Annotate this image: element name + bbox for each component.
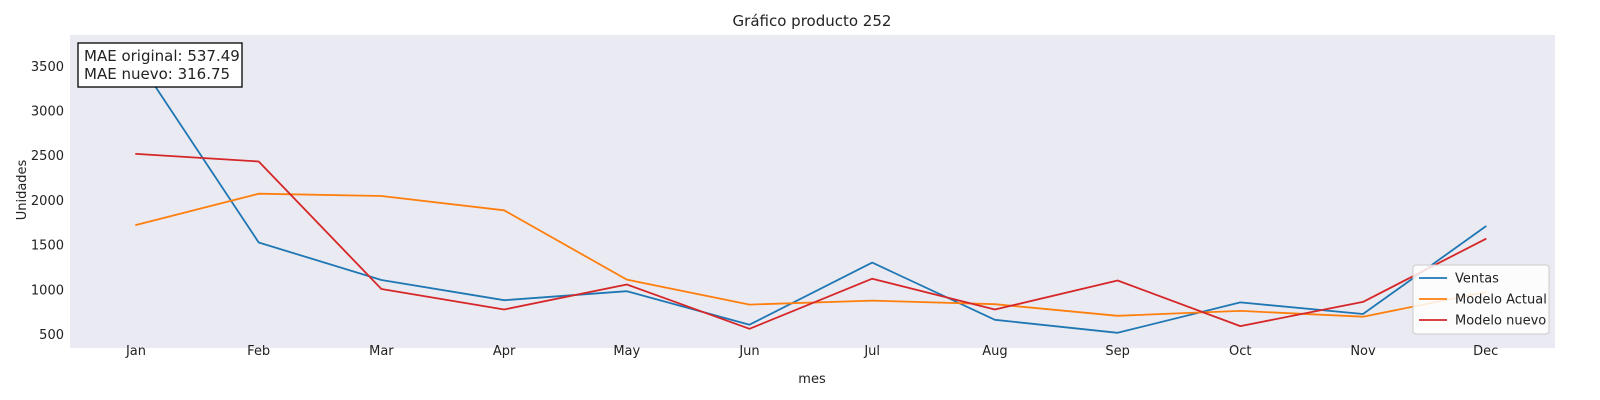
annotation-box [77,42,243,88]
annotation-line-original: MAE original: 537.49 [84,47,240,65]
chart-title: Gráfico producto 252 [733,12,892,30]
x-tick-label: May [613,344,640,359]
annotation-line-nuevo: MAE nuevo: 316.75 [84,65,230,83]
y-axis: 500 1000 1500 2000 2500 3000 3500 [31,60,64,343]
y-tick-label: 500 [39,328,64,343]
x-tick-label: Dec [1473,344,1498,359]
y-tick-label: 3500 [31,60,64,75]
y-tick-label: 3000 [31,105,64,120]
x-axis: Jan Feb Mar Apr May Jun Jul Aug Sep Oct Nov Dec [125,344,1498,359]
x-tick-label: Apr [493,344,516,359]
y-tick-label: 2000 [31,194,64,209]
series-line-ventas [135,56,1487,334]
x-tick-label: Sep [1105,344,1130,359]
y-tick-label: 2500 [31,149,64,164]
x-tick-label: Jul [863,344,880,359]
x-tick-label: Feb [247,344,270,359]
series-line-modelo-actual [135,192,1487,318]
legend: Ventas Modelo Actual Modelo nuevo [1412,264,1550,335]
legend-label: Modelo Actual [1455,293,1547,308]
series-line-modelo-nuevo [135,152,1487,330]
x-tick-label: Jan [125,344,146,359]
legend-label: Modelo nuevo [1455,314,1546,329]
plot-background [70,35,1555,348]
x-tick-label: Jun [738,344,759,359]
legend-box [1412,264,1550,335]
y-tick-label: 1500 [31,239,64,254]
legend-label: Ventas [1455,272,1499,287]
x-tick-label: Nov [1350,344,1376,359]
x-tick-label: Mar [369,344,394,359]
series-layer [135,56,1487,334]
x-axis-label: mes [798,372,826,387]
x-tick-label: Oct [1229,344,1251,359]
mae-annotation: MAE original: 537.49 MAE nuevo: 316.75 [77,42,243,88]
y-tick-label: 1000 [31,283,64,298]
x-tick-label: Aug [982,344,1007,359]
y-axis-label: Unidades [15,159,30,220]
